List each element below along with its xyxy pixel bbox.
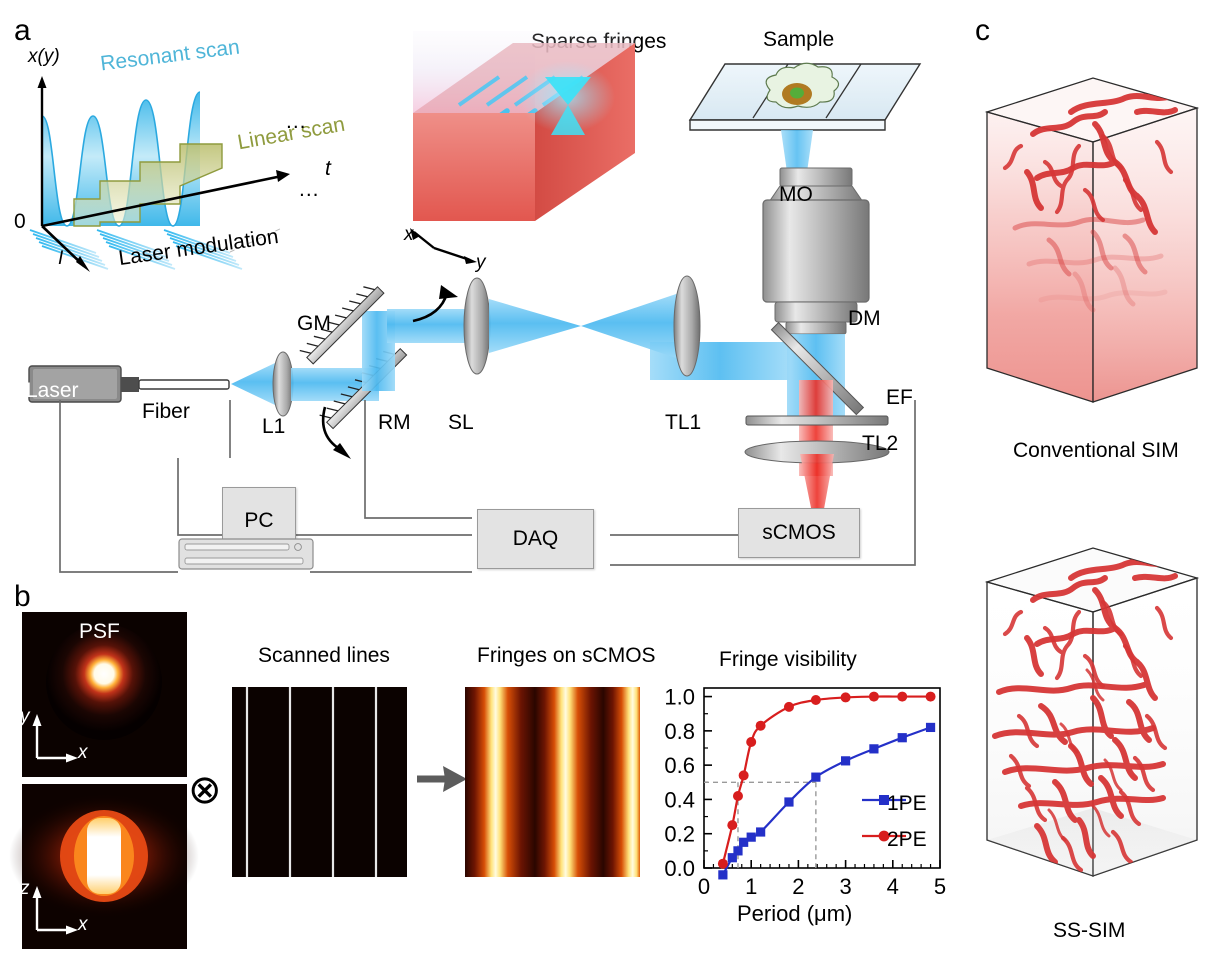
detection-beam-path	[650, 50, 940, 570]
convolution-icon: ⊗	[188, 768, 222, 812]
scmos-label: sCMOS	[762, 521, 836, 544]
y-tick-label: 0.8	[664, 719, 695, 744]
resonant-mirror-label: RM	[378, 411, 411, 434]
sparse-fringes-x-label: x	[404, 224, 414, 245]
psf-xz-z-label: z	[20, 878, 30, 899]
ss-sim-caption: SS-SIM	[1053, 919, 1126, 942]
scan-y-axis-label: x(y)	[28, 46, 60, 67]
lens-1-label: L1	[262, 415, 286, 438]
fringes-image	[465, 687, 640, 877]
pc-label: PC	[244, 509, 274, 532]
scan-lens-label: SL	[448, 411, 474, 434]
emission-filter-label: EF	[886, 386, 913, 409]
psf-xy-x-label: x	[78, 742, 88, 763]
panel-letter-a: a	[14, 14, 31, 47]
sample-title: Sample	[763, 28, 835, 51]
conventional-sim-caption: Conventional SIM	[1013, 439, 1179, 462]
psf-xz-image	[9, 784, 199, 949]
psf-xz-x-label: x	[78, 914, 88, 935]
chart-title: Fringe visibility	[719, 648, 857, 671]
x-tick-label: 1	[745, 874, 757, 899]
pc-chassis	[178, 538, 314, 570]
dichroic-mirror-label: DM	[848, 307, 881, 330]
scan-depth-axis-label: I	[58, 248, 64, 269]
ellipsis-bottom: ...	[299, 178, 320, 201]
scan-modulation-diagram	[10, 40, 360, 275]
arrow-right-icon	[415, 762, 471, 796]
legend-label-2pe: 2PE	[887, 828, 927, 851]
psf-title: PSF	[79, 620, 120, 643]
scan-origin-label: 0	[14, 210, 26, 233]
daq-label: DAQ	[512, 527, 559, 550]
x-tick-label: 0	[698, 874, 710, 899]
sparse-fringes-axes	[404, 228, 494, 274]
tube-lens-1-label: TL1	[665, 411, 702, 434]
psf-xy-y-label: y	[20, 706, 30, 727]
illumination-beam-path	[15, 275, 701, 485]
y-tick-label: 0.4	[664, 787, 695, 812]
sparse-fringes-block	[395, 25, 645, 260]
fiber-label: Fiber	[142, 400, 190, 423]
x-tick-label: 5	[934, 874, 946, 899]
scmos-box[interactable]: sCMOS	[738, 508, 860, 558]
electronics-wiring	[10, 400, 930, 590]
galvo-mirror-label: GM	[297, 312, 331, 335]
conventional-sim-volume	[975, 50, 1205, 430]
daq-box[interactable]: DAQ	[477, 509, 594, 569]
panel-letter-c: c	[975, 14, 990, 47]
sparse-fringes-y-label: y	[476, 252, 486, 273]
legend-label-1pe: 1PE	[887, 792, 927, 815]
panel-letter-b: b	[14, 580, 31, 613]
y-tick-label: 1.0	[664, 685, 695, 710]
ellipsis-top: ...	[286, 110, 307, 133]
scan-x-axis-label: t	[325, 157, 331, 180]
tube-lens-2-label: TL2	[862, 432, 899, 455]
scanned-lines-image	[232, 687, 407, 877]
objective-label: MO	[779, 183, 813, 206]
fringes-title: Fringes on sCMOS	[477, 644, 656, 667]
x-tick-label: 2	[792, 874, 804, 899]
y-tick-label: 0.0	[664, 856, 695, 881]
x-tick-label: 4	[887, 874, 899, 899]
x-tick-label: 3	[839, 874, 851, 899]
laser-label: Laser	[26, 379, 79, 402]
y-tick-label: 0.2	[664, 822, 695, 847]
psf-xz-axes	[28, 878, 88, 940]
ss-sim-volume	[975, 520, 1205, 910]
fringe-visibility-chart: 0 1 2 3 4 5 0.0 0.2 0.4 0.6 0.8 1.0	[648, 676, 958, 899]
y-tick-label: 0.6	[664, 753, 695, 778]
psf-xy-axes	[28, 706, 88, 768]
psf-xy-image	[22, 612, 187, 777]
chart-xlabel: Period (μm)	[737, 901, 853, 926]
scanned-lines-title: Scanned lines	[258, 644, 390, 667]
